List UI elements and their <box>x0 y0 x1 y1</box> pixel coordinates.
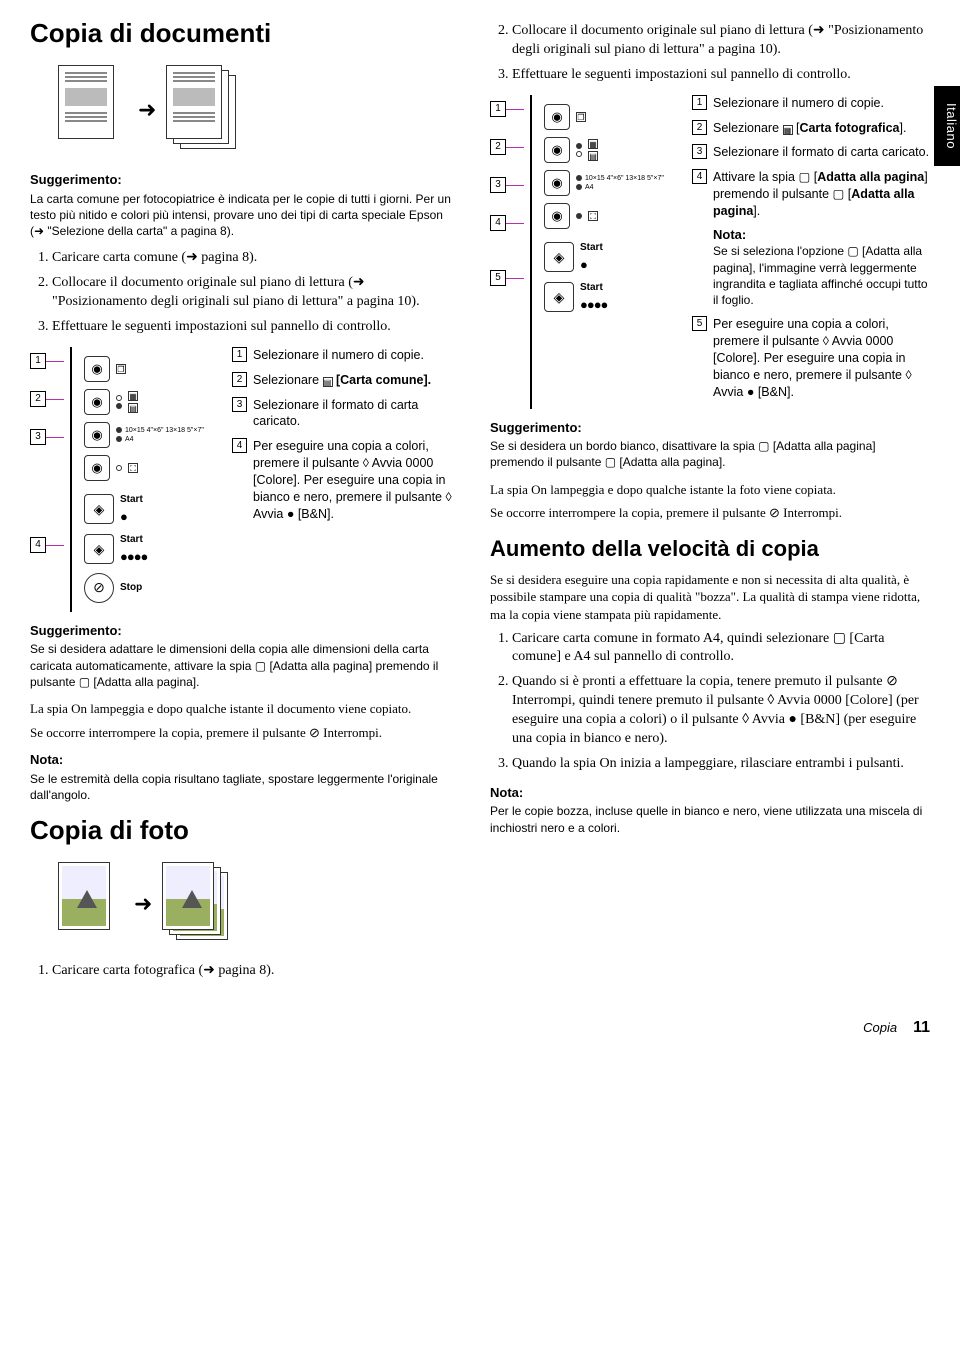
step-b1: Caricare carta fotografica (➜ pagina 8). <box>52 962 460 981</box>
illustration-documents: ➜ <box>58 65 460 155</box>
step-2: Collocare il documento originale sul pia… <box>52 274 460 312</box>
r-legend-num-2: 2 <box>692 120 707 135</box>
r-callout-2: 2 <box>490 139 506 155</box>
r-tip-body: Se si desidera un bordo bianco, disattiv… <box>490 438 930 470</box>
r-tip-heading: Suggerimento: <box>490 419 930 437</box>
legend-num-3: 3 <box>232 397 247 412</box>
r-legend-num-4: 4 <box>692 169 707 184</box>
p-on: La spia On lampeggia e dopo qualche ista… <box>30 700 460 718</box>
legend-4: Per eseguire una copia a colori, premere… <box>253 438 460 522</box>
r-legend-num-5: 5 <box>692 316 707 331</box>
control-panel-diagram-2: ◉❐ ◉ ▦▤ ◉ 10×15 4"×6" 13×18 5"×7" A4 ◉⛶ … <box>530 95 680 409</box>
heading-aumento-velocita: Aumento della velocità di copia <box>490 536 930 561</box>
arrow-right-icon: ➜ <box>134 889 152 919</box>
r-callout-3: 3 <box>490 177 506 193</box>
tip-body-2: Se si desidera adattare le dimensioni de… <box>30 641 460 690</box>
arrow-right-icon: ➜ <box>138 95 156 125</box>
callout-3: 3 <box>30 429 46 445</box>
legend-1: Selezionare il numero di copie. <box>253 347 460 364</box>
legend-num-2: 2 <box>232 372 247 387</box>
r-legend-5: Per eseguire una copia a colori, premere… <box>713 316 930 400</box>
tip-heading: Suggerimento: <box>30 171 460 189</box>
v-step-2: Quando si è pronti a effettuare la copia… <box>512 673 930 749</box>
control-panel-diagram: ◉❐ ◉ ▦▤ ◉ 10×15 4"×6" 13×18 5"×7" A4 ◉⛶ … <box>70 347 220 612</box>
note-body: Se le estremità della copia risultano ta… <box>30 771 460 803</box>
v-step-3: Quando la spia On inizia a lampeggiare, … <box>512 755 930 774</box>
heading-copia-documenti: Copia di documenti <box>30 16 460 51</box>
r-legend-num-1: 1 <box>692 95 707 110</box>
footer-section: Copia <box>863 1019 897 1037</box>
r-callout-4: 4 <box>490 215 506 231</box>
tip-heading-2: Suggerimento: <box>30 622 460 640</box>
r-legend-3: Selezionare il formato di carta caricato… <box>713 144 930 161</box>
r-legend-2: Selezionare ▦ [Carta fotografica]. <box>713 120 930 137</box>
r-step-3: Effettuare le seguenti impostazioni sul … <box>512 66 930 85</box>
heading-copia-foto: Copia di foto <box>30 813 460 848</box>
footer-page-number: 11 <box>913 1017 930 1039</box>
r-step-2: Collocare il documento originale sul pia… <box>512 22 930 60</box>
r-legend-1: Selezionare il numero di copie. <box>713 95 930 112</box>
r-callout-5: 5 <box>490 270 506 286</box>
callout-1: 1 <box>30 353 46 369</box>
r-callout-1: 1 <box>490 101 506 117</box>
legend-2: Selezionare ▤ [Carta comune]. <box>253 372 460 389</box>
p-interrompi: Se occorre interrompere la copia, premer… <box>30 724 460 742</box>
illustration-photos: ➜ <box>58 862 460 946</box>
legend-num-4: 4 <box>232 438 247 453</box>
r-p-on: La spia On lampeggia e dopo qualche ista… <box>490 481 930 499</box>
r-p-interrompi: Se occorre interrompere la copia, premer… <box>490 504 930 522</box>
r-note2-body: Per le copie bozza, incluse quelle in bi… <box>490 803 930 835</box>
v-step-1: Caricare carta comune in formato A4, qui… <box>512 630 930 668</box>
tip-body: La carta comune per fotocopiatrice è ind… <box>30 191 460 240</box>
p-velocita: Se si desidera eseguire una copia rapida… <box>490 571 930 624</box>
step-3: Effettuare le seguenti impostazioni sul … <box>52 318 460 337</box>
legend-3: Selezionare il formato di carta caricato… <box>253 397 460 431</box>
note-heading: Nota: <box>30 751 460 769</box>
r-legend-4: Attivare la spia ▢ [Adatta alla pagina] … <box>713 169 930 308</box>
callout-4: 4 <box>30 537 46 553</box>
language-tab: Italiano <box>934 86 960 166</box>
callout-2: 2 <box>30 391 46 407</box>
legend-num-1: 1 <box>232 347 247 362</box>
r-note2-heading: Nota: <box>490 784 930 802</box>
step-1: Caricare carta comune (➜ pagina 8). <box>52 249 460 268</box>
r-legend-num-3: 3 <box>692 144 707 159</box>
